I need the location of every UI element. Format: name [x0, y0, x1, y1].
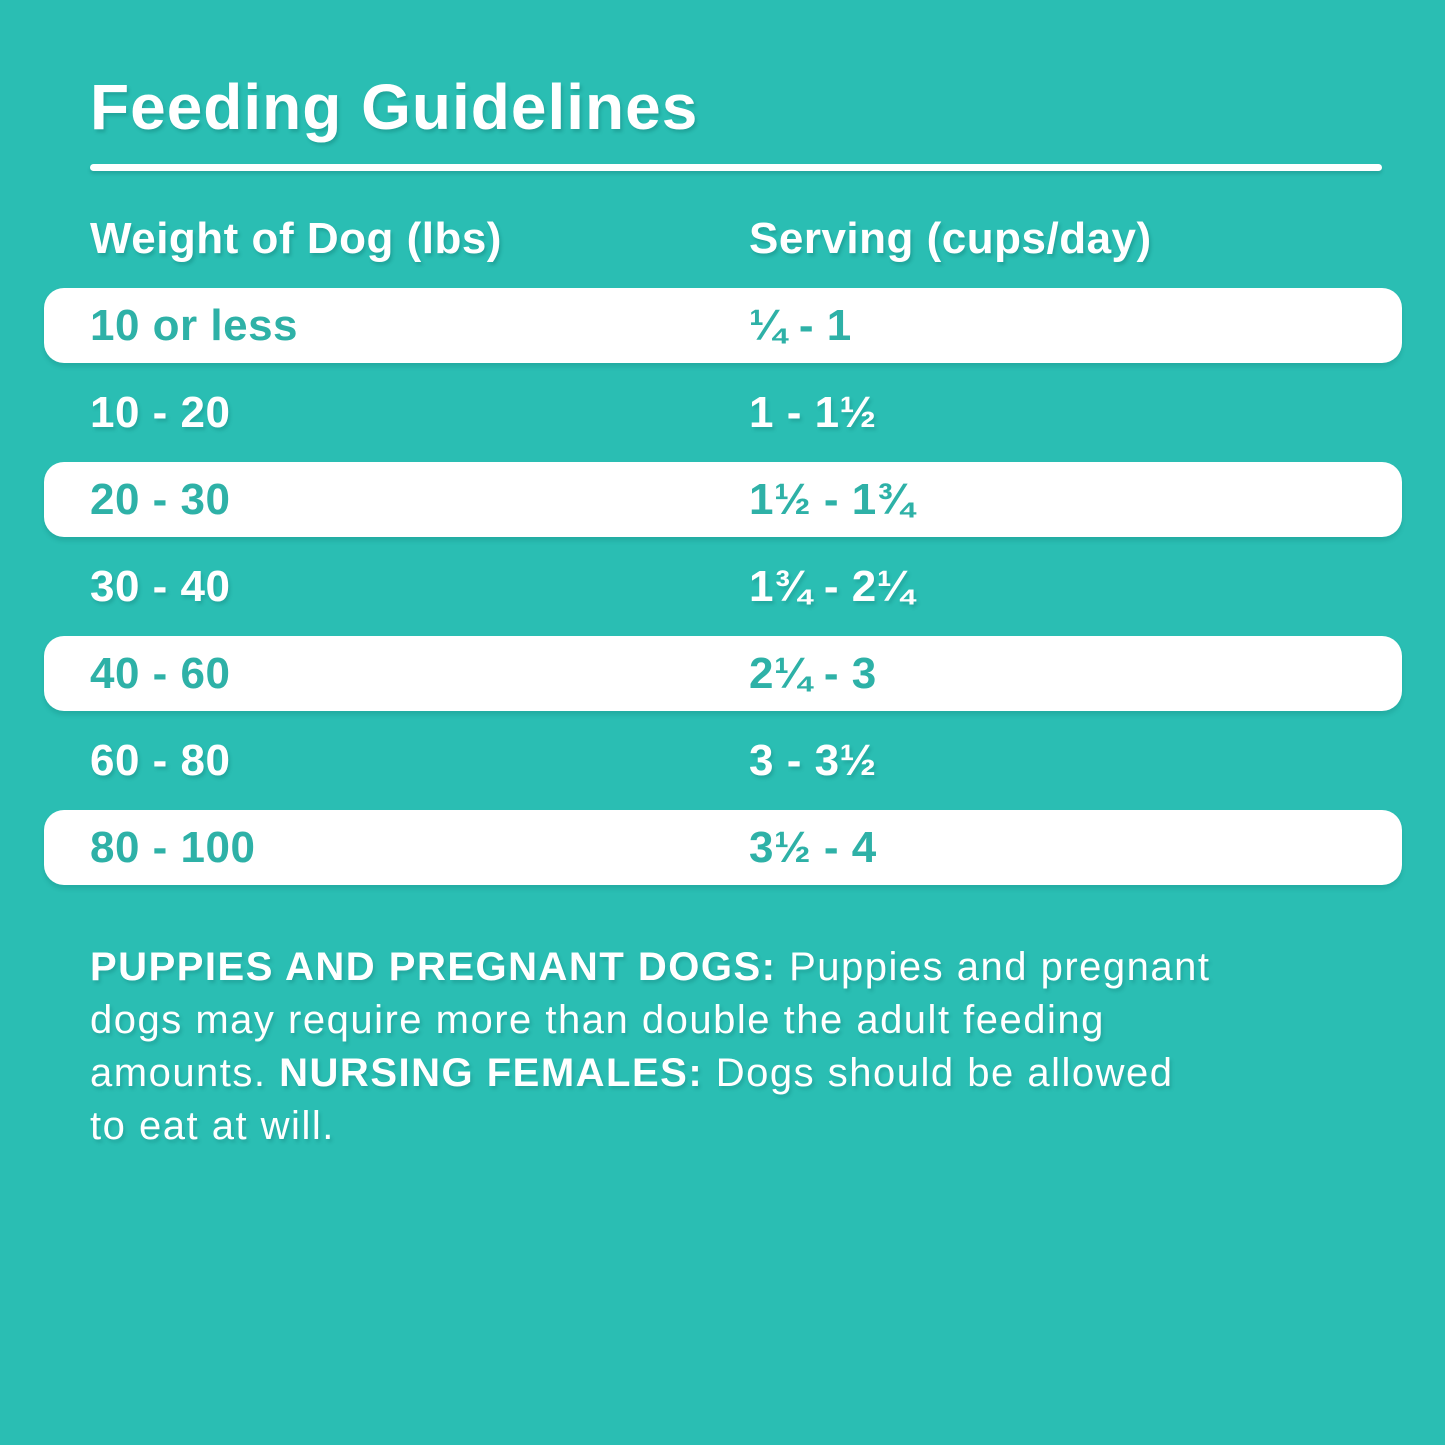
footnote: PUPPIES AND PREGNANT DOGS: Puppies and p…	[90, 941, 1380, 1153]
serving-cell: 2¼ - 3	[749, 648, 877, 698]
serving-cell: ¼ - 1	[749, 300, 852, 350]
footnote-text: amounts.	[90, 1051, 280, 1095]
weight-cell: 20 - 30	[90, 474, 231, 524]
footnote-text: to eat at will.	[90, 1104, 335, 1148]
table-row: 60 - 80 3 - 3½	[44, 723, 1402, 798]
weight-cell: 60 - 80	[90, 735, 231, 785]
weight-cell: 10 - 20	[90, 387, 231, 437]
table-row: 40 - 60 2¼ - 3	[44, 636, 1402, 711]
footnote-text: Puppies and pregnant	[776, 945, 1211, 989]
footnote-line: dogs may require more than double the ad…	[90, 994, 1380, 1047]
table-row: 30 - 40 1¾ - 2¼	[44, 549, 1402, 624]
feeding-table: 10 or less ¼ - 1 10 - 20 1 - 1½ 20 - 30 …	[44, 288, 1402, 897]
table-row: 20 - 30 1½ - 1¾	[44, 462, 1402, 537]
weight-cell: 10 or less	[90, 300, 299, 350]
serving-cell: 3½ - 4	[749, 822, 877, 872]
footnote-text: Dogs should be allowed	[703, 1051, 1174, 1095]
table-row: 10 or less ¼ - 1	[44, 288, 1402, 363]
footnote-heading-puppies: PUPPIES AND PREGNANT DOGS:	[90, 945, 777, 989]
serving-cell: 1½ - 1¾	[749, 474, 914, 524]
serving-cell: 1 - 1½	[749, 387, 877, 437]
column-header-weight: Weight of Dog (lbs)	[90, 214, 502, 263]
table-row: 10 - 20 1 - 1½	[44, 375, 1402, 450]
footnote-heading-nursing: NURSING FEMALES:	[279, 1051, 704, 1095]
footnote-text: dogs may require more than double the ad…	[90, 998, 1105, 1042]
serving-cell: 3 - 3½	[749, 735, 877, 785]
weight-cell: 40 - 60	[90, 648, 231, 698]
title-divider	[90, 164, 1382, 171]
column-header-serving: Serving (cups/day)	[749, 214, 1152, 263]
footnote-line: PUPPIES AND PREGNANT DOGS: Puppies and p…	[90, 941, 1380, 994]
table-header-row: Weight of Dog (lbs) Serving (cups/day)	[90, 214, 1402, 264]
page-title: Feeding Guidelines	[90, 71, 699, 143]
table-row: 80 - 100 3½ - 4	[44, 810, 1402, 885]
weight-cell: 80 - 100	[90, 822, 256, 872]
footnote-line: to eat at will.	[90, 1100, 1380, 1153]
weight-cell: 30 - 40	[90, 561, 231, 611]
footnote-line: amounts. NURSING FEMALES: Dogs should be…	[90, 1047, 1380, 1100]
serving-cell: 1¾ - 2¼	[749, 561, 914, 611]
